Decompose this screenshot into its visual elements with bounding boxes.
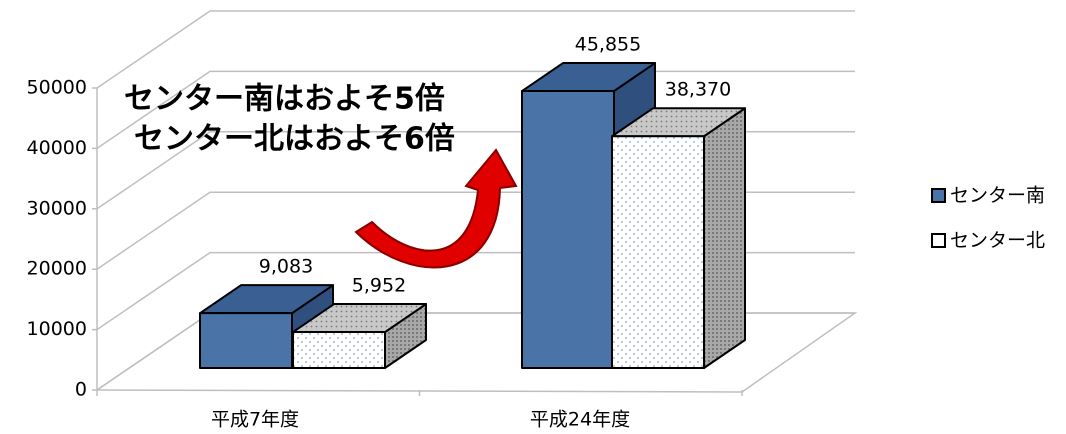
y-tick-label: 10000 xyxy=(27,318,87,340)
x-tick-label: 平成24年度 xyxy=(530,409,630,431)
data-label: 45,855 xyxy=(575,34,641,56)
y-tick-label: 40000 xyxy=(27,137,87,159)
bar xyxy=(292,331,386,370)
y-tick-label: 30000 xyxy=(27,197,87,219)
legend-label: センター南 xyxy=(950,185,1045,207)
legend-swatch xyxy=(931,233,946,248)
arrow xyxy=(354,148,518,269)
grid-line xyxy=(92,70,855,150)
y-tick-label: 0 xyxy=(75,379,87,401)
bar xyxy=(199,312,293,369)
legend-swatch xyxy=(931,188,946,203)
legend-label: センター北 xyxy=(950,230,1045,252)
bar xyxy=(521,90,615,369)
bar-side xyxy=(703,107,746,369)
annotation: センター北はおよそ6倍 xyxy=(134,122,455,157)
x-tick-label: 平成7年度 xyxy=(211,409,299,431)
y-tick-label: 20000 xyxy=(27,258,87,280)
annotation: センター南はおよそ5倍 xyxy=(124,82,445,117)
data-label: 5,952 xyxy=(352,275,406,297)
y-tick-label: 50000 xyxy=(27,77,87,99)
grid-line xyxy=(92,10,855,89)
bars xyxy=(199,62,746,370)
data-label: 9,083 xyxy=(259,256,313,278)
bar xyxy=(611,135,705,369)
data-label: 38,370 xyxy=(665,79,731,101)
